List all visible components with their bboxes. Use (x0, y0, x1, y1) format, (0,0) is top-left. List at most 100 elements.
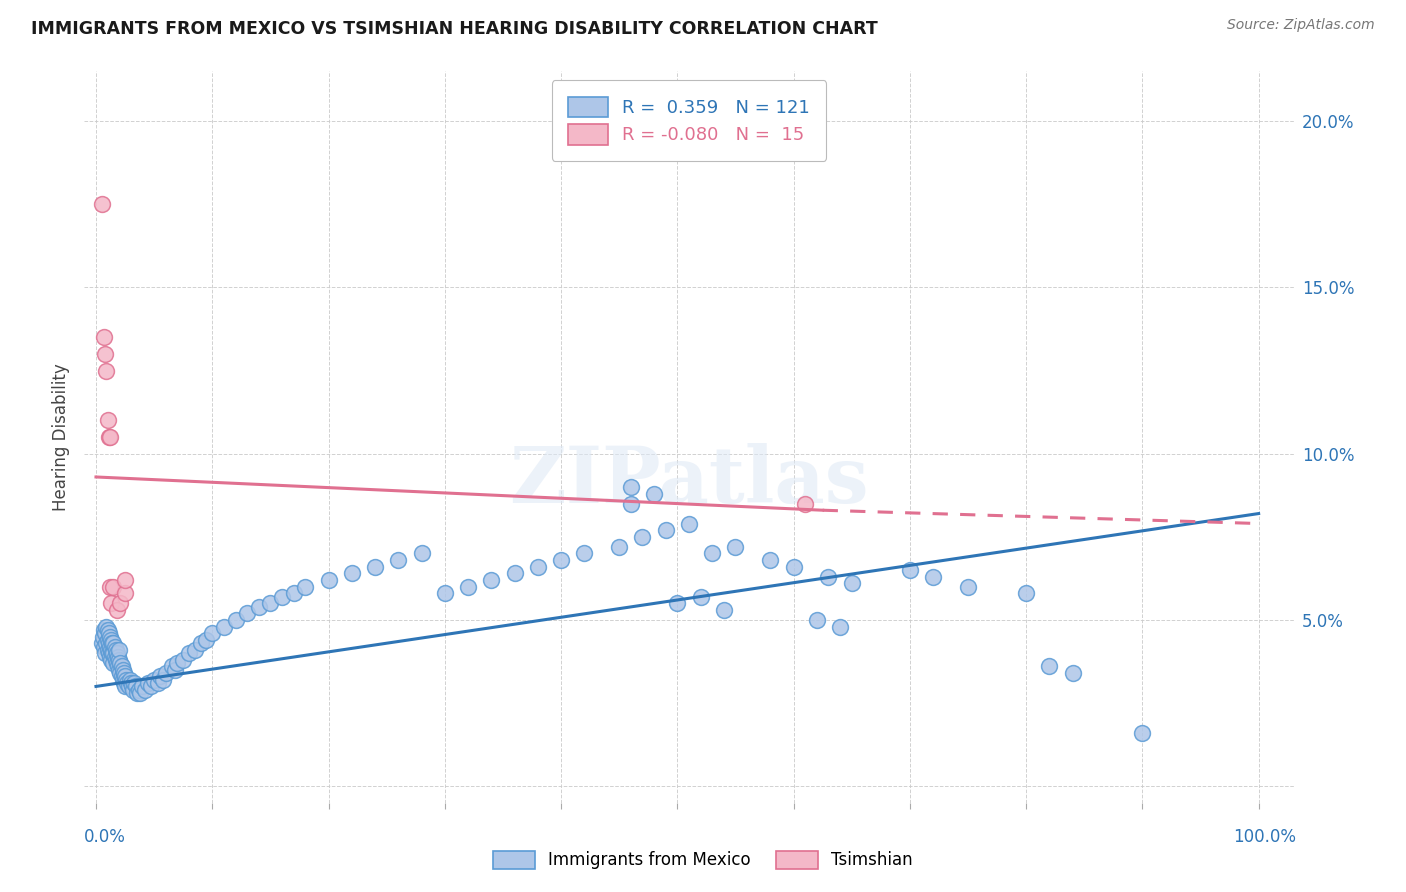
Point (101, 636, 124, 650)
Point (110, 659, 132, 673)
Point (101, 646, 124, 660)
Point (817, 570, 839, 584)
Point (177, 646, 200, 660)
Point (104, 649, 127, 664)
Point (212, 619, 235, 633)
Point (103, 636, 125, 650)
Point (96, 636, 118, 650)
Point (98, 640, 121, 654)
Point (98, 580, 121, 594)
Text: Source: ZipAtlas.com: Source: ZipAtlas.com (1227, 18, 1375, 32)
Point (93, 640, 115, 654)
Point (294, 580, 316, 594)
Point (794, 497, 817, 511)
Point (104, 653, 127, 667)
Point (97, 623, 120, 637)
Point (364, 559, 387, 574)
Point (91, 630, 114, 644)
Point (114, 573, 136, 587)
Point (128, 682, 150, 697)
Point (90, 197, 112, 211)
Point (172, 653, 194, 667)
Point (479, 573, 502, 587)
Point (100, 632, 122, 647)
Point (759, 553, 782, 567)
Point (112, 666, 135, 681)
Point (136, 676, 159, 690)
Point (125, 686, 148, 700)
Point (340, 566, 363, 581)
Point (457, 580, 479, 594)
Point (806, 613, 828, 627)
Point (1130, 726, 1153, 740)
Point (782, 559, 804, 574)
Point (117, 676, 139, 690)
Point (110, 669, 132, 683)
Point (96, 363, 118, 377)
Point (713, 603, 735, 617)
Point (184, 643, 207, 657)
Point (90, 636, 112, 650)
Point (134, 682, 156, 697)
Point (97, 632, 120, 647)
Legend: Immigrants from Mexico, Tsimshian: Immigrants from Mexico, Tsimshian (484, 840, 922, 880)
Point (120, 676, 142, 690)
Point (98, 430, 121, 444)
Point (643, 486, 665, 500)
Point (620, 497, 643, 511)
Point (112, 676, 135, 690)
Point (654, 523, 676, 537)
Point (110, 656, 132, 670)
Point (201, 626, 224, 640)
Point (108, 643, 131, 657)
Point (550, 553, 572, 567)
Point (114, 669, 136, 683)
Point (115, 673, 138, 687)
Point (678, 516, 700, 531)
Point (97, 626, 120, 640)
Point (283, 586, 305, 600)
Point (97, 430, 120, 444)
Point (117, 680, 139, 694)
Point (100, 653, 122, 667)
Point (271, 590, 294, 604)
Point (97, 636, 120, 650)
Point (143, 673, 166, 687)
Point (1038, 659, 1060, 673)
Point (1015, 586, 1038, 600)
Point (433, 586, 456, 600)
Point (841, 576, 863, 591)
Point (100, 596, 122, 610)
Point (387, 553, 409, 567)
Point (124, 680, 146, 694)
Point (922, 570, 945, 584)
Point (107, 649, 129, 664)
Point (103, 646, 125, 660)
Point (129, 686, 152, 700)
Point (107, 659, 129, 673)
Point (607, 540, 630, 554)
Point (689, 590, 711, 604)
Point (118, 673, 141, 687)
Y-axis label: Hearing Disability: Hearing Disability (52, 363, 70, 511)
Point (108, 663, 131, 677)
Text: ZIPatlas: ZIPatlas (509, 443, 869, 519)
Point (503, 566, 526, 581)
Point (166, 656, 188, 670)
Point (97, 646, 120, 660)
Point (666, 596, 689, 610)
Point (100, 643, 122, 657)
Point (98, 649, 121, 664)
Point (97, 413, 120, 427)
Point (631, 530, 654, 544)
Point (195, 632, 218, 647)
Point (114, 680, 136, 694)
Point (165, 663, 187, 677)
Point (956, 580, 979, 594)
Point (103, 580, 125, 594)
Point (318, 573, 340, 587)
Point (105, 646, 128, 660)
Text: IMMIGRANTS FROM MEXICO VS TSIMSHIAN HEARING DISABILITY CORRELATION CHART: IMMIGRANTS FROM MEXICO VS TSIMSHIAN HEAR… (31, 20, 877, 37)
Point (411, 546, 433, 560)
Point (110, 596, 132, 610)
